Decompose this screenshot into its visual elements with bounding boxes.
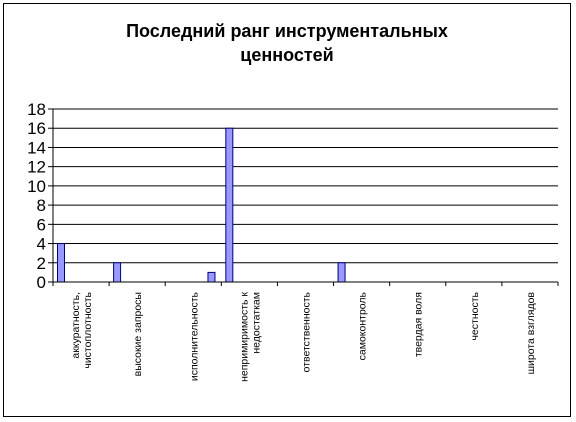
y-tick-label: 8: [37, 196, 46, 215]
y-tick-label: 18: [27, 100, 46, 119]
y-tick-label: 6: [37, 215, 46, 234]
y-tick-label: 12: [27, 158, 46, 177]
x-tick-label: ответственность: [301, 291, 313, 372]
y-tick-label: 16: [27, 119, 46, 138]
x-tick-label: непримиримость к: [238, 292, 250, 382]
bar: [113, 262, 122, 283]
x-tick-label: недостаткам: [250, 292, 262, 354]
x-tick-label: чистоплотность: [82, 291, 94, 368]
bar: [56, 243, 65, 283]
y-tick-label: 10: [27, 177, 46, 196]
chart-title: Последний ранг инструментальных ценностей: [126, 21, 448, 65]
y-tick-label: 2: [37, 254, 46, 273]
x-tick-label: самоконтроль: [357, 291, 369, 360]
bars: [56, 127, 346, 283]
axes: [52, 109, 558, 283]
bar: [225, 127, 234, 283]
chart-title-line: Последний ранг инструментальных: [126, 21, 448, 41]
bar: [207, 271, 216, 283]
x-tick-label: твердая воля: [413, 292, 425, 357]
chart-title-line: ценностей: [240, 45, 333, 65]
y-tick-label: 4: [37, 235, 46, 254]
chart-frame: Последний ранг инструментальных ценностей…: [3, 3, 571, 417]
x-axis-ticks: аккуратность, чистоплотность высокие запро…: [52, 282, 559, 382]
x-tick-label: высокие запросы: [132, 292, 144, 376]
y-tick-label: 0: [37, 273, 46, 292]
y-tick-label: 14: [27, 138, 46, 157]
x-tick-label: широта взглядов: [525, 292, 537, 375]
x-tick-label: честность: [469, 291, 481, 340]
bar-chart: Последний ранг инструментальных ценностей…: [27, 21, 559, 382]
gridlines: [53, 108, 558, 264]
x-tick-label: аккуратность,: [70, 292, 82, 359]
bar: [337, 262, 346, 283]
x-tick-label: исполнительность: [188, 291, 200, 381]
